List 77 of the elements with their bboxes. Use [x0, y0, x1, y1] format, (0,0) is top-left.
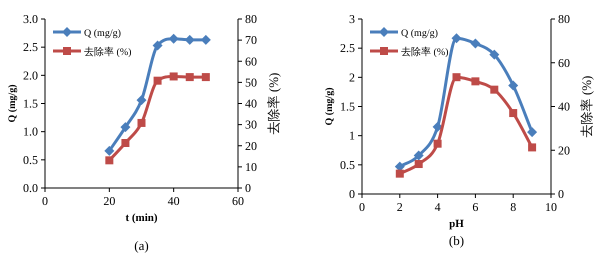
y2-tick-label: 70: [245, 33, 257, 48]
y2-axis-title: 去除率 (%): [266, 72, 281, 134]
y2-tick-label: 30: [245, 118, 257, 132]
y2-tick-label: 10: [245, 160, 257, 174]
point: [396, 170, 404, 178]
y-tick-label: 1.0: [23, 124, 38, 139]
y-tick-label: 1: [349, 128, 355, 143]
point: [152, 40, 163, 50]
y2-tick-label: 20: [245, 138, 257, 153]
point: [168, 34, 179, 44]
point: [470, 38, 480, 48]
y-tick-label: 3.0: [23, 12, 38, 26]
y2-tick-label: 0: [245, 181, 251, 195]
y-axis-title: Q (mg/g): [324, 87, 335, 126]
y-tick-label: 2.0: [23, 68, 38, 82]
point: [202, 73, 210, 82]
point: [452, 73, 460, 82]
y2-tick-label: 40: [245, 96, 257, 110]
point: [528, 143, 536, 152]
x-tick-label: 8: [510, 200, 516, 214]
point: [434, 140, 442, 148]
y-tick-label: 0.5: [23, 152, 38, 167]
x-tick-label: 40: [168, 194, 180, 208]
point: [184, 34, 195, 45]
point: [527, 127, 538, 138]
legend-label: Q (mg/g): [401, 28, 438, 39]
x-tick-label: 6: [472, 200, 478, 214]
point: [414, 160, 423, 168]
y2-axis-title: 去除率 (%): [579, 76, 594, 138]
x-tick-label: 4: [434, 200, 441, 214]
x-axis-title: pH: [449, 218, 464, 230]
y-tick-label: 2: [349, 70, 355, 84]
point: [186, 73, 194, 82]
y-tick-label: 0.5: [340, 158, 355, 172]
x-tick-label: 60: [232, 194, 244, 208]
y-tick-label: 0.0: [23, 181, 38, 195]
point: [432, 122, 443, 132]
point: [200, 34, 211, 45]
x-tick-label: 0: [359, 200, 365, 214]
point: [414, 150, 424, 160]
y2-tick-label: 20: [558, 143, 570, 158]
text: (a): [134, 238, 149, 253]
y-axis-title: Q (mg/g): [7, 84, 18, 123]
point: [170, 72, 178, 80]
point: [509, 109, 518, 118]
point: [105, 156, 114, 164]
y2-tick-label: 50: [245, 75, 257, 90]
y-tick-label: 3: [349, 12, 355, 26]
y2-tick-label: 80: [558, 12, 570, 26]
point: [452, 33, 462, 44]
point: [490, 86, 498, 94]
y-tick-label: 1.5: [23, 96, 38, 110]
legend-label: 去除率 (%): [401, 46, 448, 58]
point: [508, 80, 518, 90]
point: [104, 146, 114, 156]
point: [136, 95, 146, 106]
point: [471, 77, 480, 86]
y-tick-label: 1.5: [340, 100, 355, 114]
y2-tick-label: 60: [245, 54, 257, 68]
y-tick-label: 2.5: [23, 40, 38, 54]
point: [489, 50, 500, 60]
x-tick-label: 10: [545, 200, 557, 214]
point: [154, 76, 162, 85]
y2-tick-label: 40: [558, 100, 570, 114]
x-tick-label: 20: [103, 194, 116, 208]
x-axis-title: t (min): [125, 212, 158, 224]
x-tick-label: 2: [396, 200, 403, 214]
y2-tick-label: 60: [558, 56, 570, 70]
point: [138, 118, 146, 127]
x-tick-label: 0: [42, 194, 48, 208]
y-tick-label: 2.5: [340, 41, 355, 56]
point: [121, 139, 130, 148]
legend-label: Q (mg/g): [84, 28, 121, 39]
text: (b): [448, 233, 464, 248]
point: [120, 122, 130, 132]
legend-label: 去除率 (%): [84, 46, 132, 58]
y2-tick-label: 80: [245, 12, 257, 26]
